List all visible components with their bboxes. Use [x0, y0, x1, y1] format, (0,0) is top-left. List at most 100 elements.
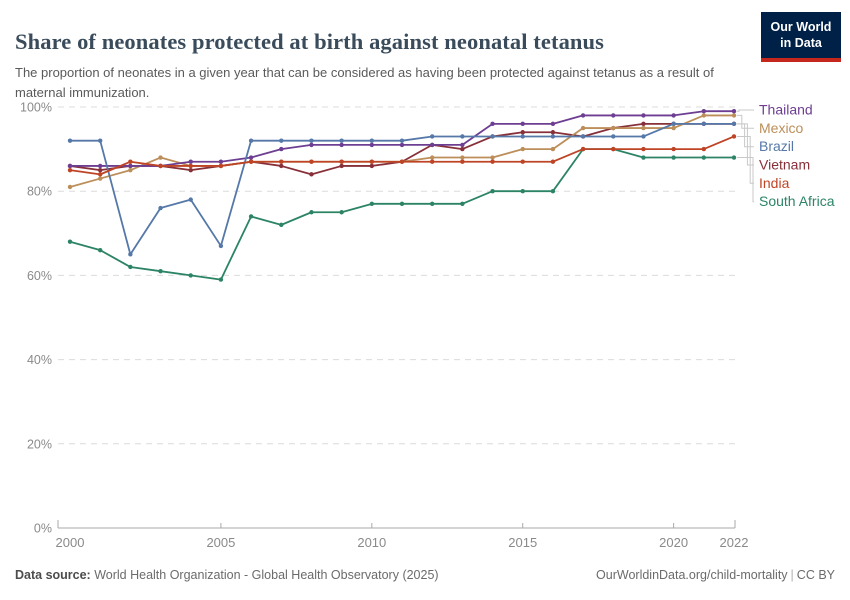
series-marker-brazil	[339, 138, 344, 143]
series-marker-india	[611, 146, 616, 152]
series-marker-south-africa	[490, 189, 495, 194]
series-marker-mexico	[429, 155, 435, 160]
legend-label-south-africa[interactable]: South Africa	[759, 193, 835, 209]
x-axis-tick-label: 2005	[206, 535, 235, 550]
series-marker-thailand	[128, 163, 133, 169]
series-marker-vietnam	[520, 130, 525, 135]
series-line-mexico	[69, 114, 735, 188]
series-marker-south-africa	[218, 277, 224, 282]
legend-label-india[interactable]: India	[759, 175, 790, 191]
legend-connector-brazil	[737, 123, 754, 148]
series-marker-mexico	[520, 146, 525, 152]
series-marker-thailand	[641, 113, 646, 118]
series-marker-brazil	[490, 134, 495, 139]
series-marker-mexico	[550, 146, 556, 152]
series-marker-vietnam	[460, 146, 465, 152]
series-marker-vietnam	[339, 163, 344, 169]
series-marker-india	[731, 134, 737, 139]
series-marker-south-africa	[460, 201, 465, 207]
series-marker-brazil	[399, 138, 405, 143]
series-marker-mexico	[701, 113, 707, 118]
series-marker-thailand	[731, 109, 737, 114]
legend-label-mexico[interactable]: Mexico	[759, 120, 804, 136]
series-marker-thailand	[671, 113, 676, 118]
series-marker-south-africa	[279, 222, 284, 228]
series-marker-india	[218, 163, 224, 169]
series-brazil	[67, 121, 737, 257]
series-marker-south-africa	[309, 210, 314, 215]
series-marker-india	[67, 167, 73, 173]
x-axis-tick-label: 2000	[56, 535, 85, 550]
series-marker-thailand	[490, 121, 495, 127]
x-axis-tick-label: 2015	[508, 535, 537, 550]
series-marker-india	[701, 146, 707, 152]
series-marker-thailand	[248, 155, 254, 160]
series-marker-india	[309, 159, 314, 164]
series-marker-india	[188, 163, 193, 169]
series-marker-thailand	[701, 109, 707, 114]
series-marker-mexico	[490, 155, 495, 160]
series-marker-south-africa	[188, 273, 193, 278]
series-marker-brazil	[611, 134, 616, 139]
series-marker-india	[158, 163, 163, 169]
series-marker-vietnam	[550, 130, 556, 135]
y-axis-tick-label: 100%	[20, 101, 52, 115]
series-marker-india	[339, 159, 344, 164]
series-marker-south-africa	[550, 189, 556, 194]
footer-source-label: Data source:	[15, 568, 91, 582]
owid-logo[interactable]: Our World in Data	[761, 12, 841, 62]
series-marker-brazil	[218, 243, 224, 249]
series-marker-vietnam	[309, 172, 314, 177]
series-marker-india	[97, 172, 103, 177]
series-marker-thailand	[279, 146, 284, 152]
series-marker-india	[490, 159, 495, 164]
page-subtitle: The proportion of neonates in a given ye…	[15, 65, 714, 100]
series-marker-vietnam	[279, 163, 284, 169]
series-marker-india	[369, 159, 375, 164]
series-marker-south-africa	[731, 155, 737, 160]
series-marker-thailand	[218, 159, 224, 164]
owid-logo-line1: Our World	[770, 20, 832, 34]
series-marker-india	[641, 146, 646, 152]
series-marker-brazil	[369, 138, 375, 143]
series-marker-brazil	[97, 138, 103, 143]
series-marker-brazil	[67, 138, 73, 143]
x-axis-tick-label: 2022	[720, 535, 749, 550]
series-marker-brazil	[279, 138, 284, 143]
legend-connector-vietnam	[737, 123, 754, 166]
series-marker-brazil	[550, 134, 556, 139]
x-axis-tick-label: 2020	[659, 535, 688, 550]
series-marker-mexico	[158, 155, 163, 160]
series-marker-india	[520, 159, 525, 164]
series-marker-south-africa	[158, 268, 163, 274]
series-marker-thailand	[399, 142, 405, 148]
series-marker-brazil	[158, 205, 163, 211]
series-marker-south-africa	[369, 201, 375, 207]
series-marker-india	[580, 146, 586, 152]
series-marker-vietnam	[369, 163, 375, 169]
series-line-south-africa	[69, 148, 735, 281]
footer-attribution: OurWorldinData.org/child-mortality | CC BY	[596, 568, 835, 582]
series-marker-south-africa	[399, 201, 405, 207]
legend-label-vietnam[interactable]: Vietnam	[759, 157, 810, 173]
series-marker-india	[128, 159, 133, 164]
x-axis-tick-label: 2010	[357, 535, 386, 550]
series-marker-vietnam	[97, 167, 103, 173]
series-marker-mexico	[731, 113, 737, 118]
footer-source-text: World Health Organization - Global Healt…	[90, 568, 439, 582]
series-marker-thailand	[460, 142, 465, 148]
legend-label-brazil[interactable]: Brazil	[759, 138, 794, 154]
legend-connector-mexico	[737, 114, 754, 129]
y-axis-tick-label: 40%	[27, 353, 52, 367]
series-marker-india	[429, 159, 435, 164]
series-marker-south-africa	[429, 201, 435, 207]
series-india	[67, 134, 737, 177]
footer-link[interactable]: OurWorldinData.org/child-mortality	[596, 568, 788, 582]
legend-label-thailand[interactable]: Thailand	[759, 102, 813, 118]
legend-connector-south-africa	[737, 157, 754, 203]
series-marker-mexico	[641, 125, 646, 131]
series-marker-mexico	[67, 184, 73, 190]
series-marker-india	[248, 159, 254, 164]
series-marker-vietnam	[641, 121, 646, 127]
